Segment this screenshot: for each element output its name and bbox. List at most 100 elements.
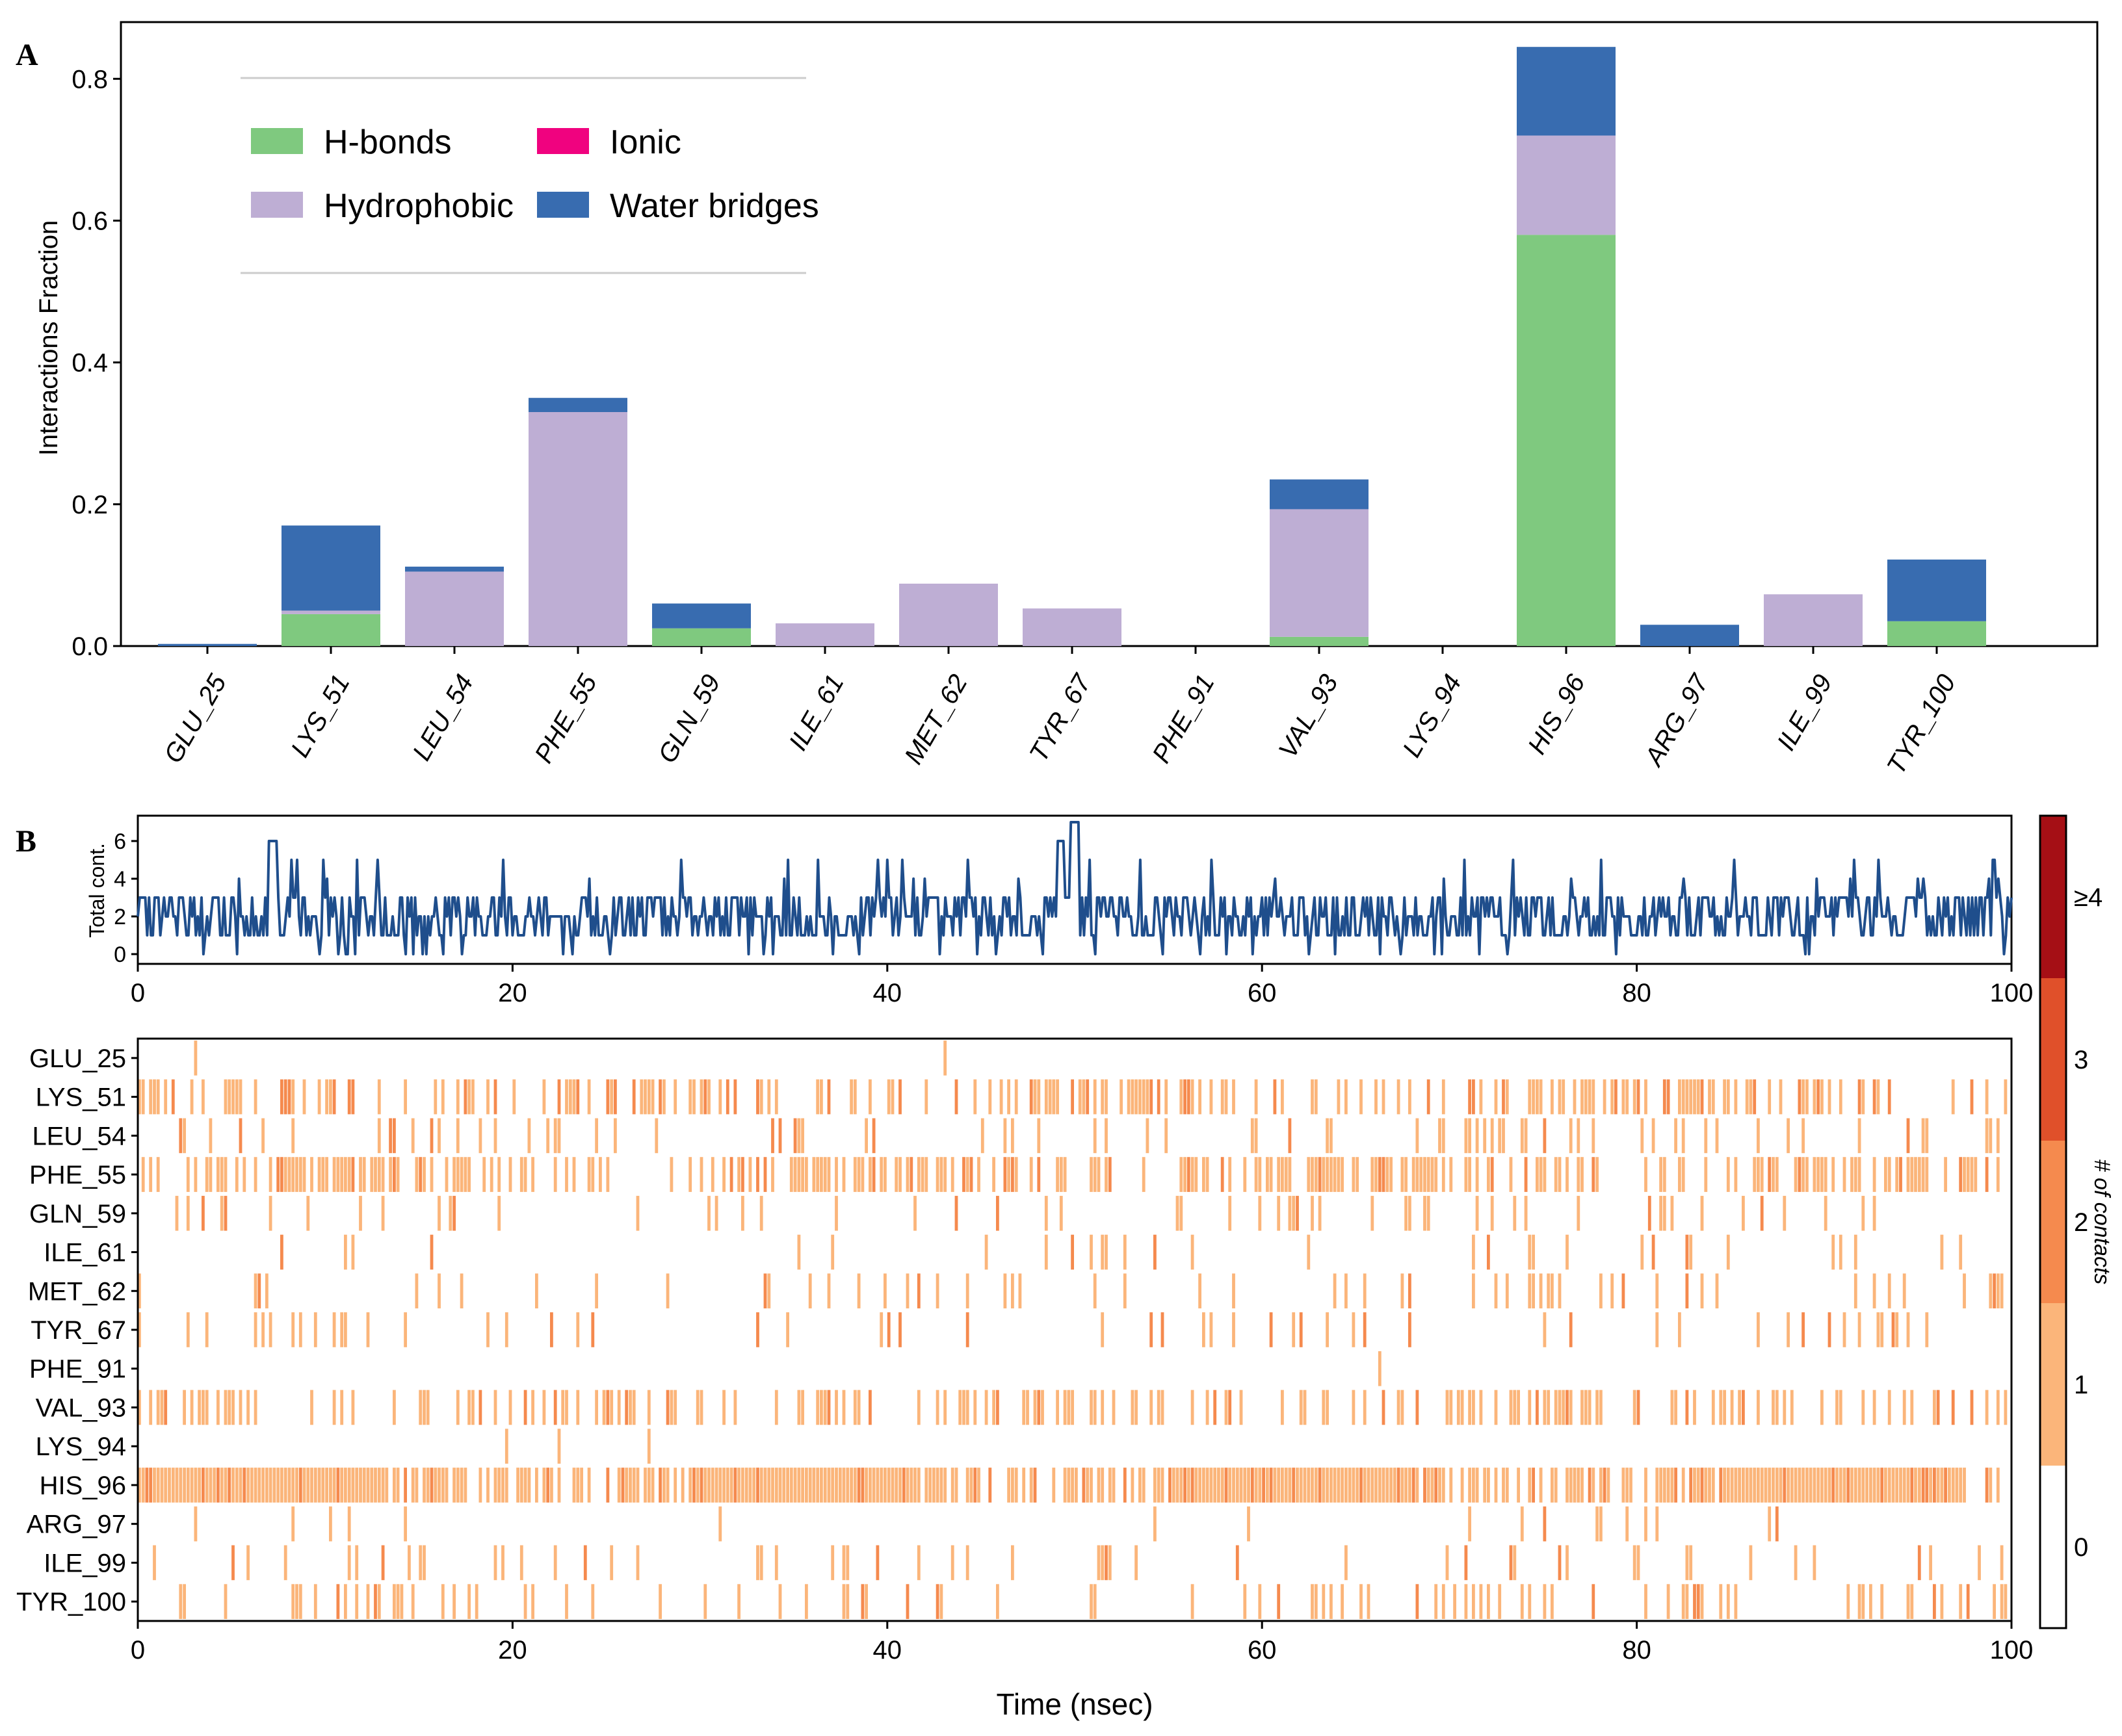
heatmap-contact-cell xyxy=(1101,1468,1105,1503)
heatmap-contact-cell xyxy=(1996,1390,2000,1425)
heatmap-contact-cell xyxy=(1483,1118,1487,1154)
heatmap-contact-cell xyxy=(1367,1468,1370,1503)
heatmap-contact-cell xyxy=(1494,1390,1498,1425)
heatmap-contact-cell xyxy=(898,1079,902,1115)
heatmap-contact-cell xyxy=(557,1429,561,1464)
heatmap-row-glu-25 xyxy=(194,1041,947,1076)
heatmap-contact-cell xyxy=(1993,1273,1996,1309)
heatmap-contact-cell xyxy=(224,1468,228,1503)
heatmap-contact-cell xyxy=(186,1312,190,1347)
heatmap-contact-cell xyxy=(546,1468,550,1503)
heatmap-contact-cell xyxy=(194,1157,198,1192)
heatmap-contact-cell xyxy=(1659,1157,1662,1192)
heatmap-contact-cell xyxy=(512,1079,516,1115)
heatmap-contact-cell xyxy=(239,1079,242,1115)
heatmap-contact-cell xyxy=(865,1118,868,1154)
heatmap-contact-cell xyxy=(1951,1390,1955,1425)
heatmap-contact-cell xyxy=(377,1468,381,1503)
heatmap-row-arg-97 xyxy=(194,1506,1779,1542)
heatmap-contact-cell xyxy=(190,1468,194,1503)
heatmap-contact-cell xyxy=(666,1468,670,1503)
heatmap-contact-cell xyxy=(771,1468,774,1503)
heatmap-row-tyr-67 xyxy=(138,1312,1929,1347)
heatmap-contact-cell xyxy=(1651,1118,1655,1154)
heatmap-contact-cell xyxy=(1411,1468,1415,1503)
heatmap-contact-cell xyxy=(1662,1195,1666,1231)
bar-hydrophobic-leu-54 xyxy=(405,571,504,646)
heatmap-contact-cell xyxy=(1243,1468,1247,1503)
heatmap-contact-cell xyxy=(298,1468,302,1503)
heatmap-contact-cell xyxy=(1573,1079,1577,1115)
heatmap-contact-cell xyxy=(1411,1157,1415,1192)
heatmap-contact-cell xyxy=(1400,1157,1404,1192)
heatmap-contact-cell xyxy=(329,1468,332,1503)
bar-hydrophobic-met-62 xyxy=(899,584,998,646)
heatmap-contact-cell xyxy=(1963,1157,1966,1192)
x-label-ile-99: ILE_99 xyxy=(1772,670,1837,756)
heatmap-contact-cell xyxy=(1097,1545,1101,1581)
heatmap-contact-cell xyxy=(1318,1157,1322,1192)
heatmap-contact-cell xyxy=(1284,1468,1288,1503)
heatmap-contact-cell xyxy=(1902,1390,1906,1425)
heatmap-contact-cell xyxy=(313,1584,317,1619)
heatmap-contact-cell xyxy=(1007,1468,1010,1503)
heatmap-contact-cell xyxy=(1738,1390,1741,1425)
heatmap-contact-cell xyxy=(1726,1468,1730,1503)
heatmap-contact-cell xyxy=(321,1468,325,1503)
heatmap-contact-cell xyxy=(1666,1584,1670,1619)
heatmap-contact-cell xyxy=(1490,1195,1494,1231)
heatmap-contact-cell xyxy=(366,1312,370,1347)
heatmap-contact-cell xyxy=(1835,1390,1839,1425)
heatmap-contact-cell xyxy=(377,1157,381,1192)
x-label-phe-55: PHE_55 xyxy=(529,669,603,768)
heatmap-contact-cell xyxy=(1558,1545,1562,1581)
heatmap-contact-cell xyxy=(1636,1390,1640,1425)
heatmap-contact-cell xyxy=(456,1468,460,1503)
heatmap-contact-cell xyxy=(434,1079,438,1115)
heatmap-contact-cell xyxy=(1205,1390,1209,1425)
heatmap-row-lys-94 xyxy=(504,1429,651,1464)
heatmap-contact-cell xyxy=(482,1157,486,1192)
heatmap-contact-cell xyxy=(467,1390,471,1425)
heatmap-contact-cell xyxy=(1790,1468,1794,1503)
heatmap-contact-cell xyxy=(1636,1545,1640,1581)
heatmap-contact-cell xyxy=(884,1157,887,1192)
heatmap-contact-cell xyxy=(786,1312,789,1347)
heatmap-contact-cell xyxy=(336,1468,340,1503)
heatmap-contact-cell xyxy=(1742,1390,1745,1425)
heatmap-contact-cell xyxy=(1344,1273,1348,1309)
line-y-tick-label: 2 xyxy=(114,905,126,929)
heatmap-contact-cell xyxy=(1475,1195,1479,1231)
panel-a-y-tick-label: 0.6 xyxy=(72,207,108,235)
heatmap-contact-cell xyxy=(774,1079,778,1115)
heatmap-contact-cell xyxy=(1179,1195,1183,1231)
heatmap-contact-cell xyxy=(317,1079,321,1115)
heatmap-contact-cell xyxy=(156,1157,160,1192)
heatmap-contact-cell xyxy=(703,1584,707,1619)
heatmap-contact-cell xyxy=(1179,1157,1183,1192)
x-label-tyr-67: TYR_67 xyxy=(1024,669,1097,767)
heatmap-contact-cell xyxy=(501,1468,504,1503)
heatmap-contact-cell xyxy=(1232,1312,1235,1347)
heatmap-contact-cell xyxy=(224,1195,228,1231)
heatmap-contact-cell xyxy=(827,1273,831,1309)
heatmap-contact-cell xyxy=(1487,1584,1490,1619)
heatmap-contact-cell xyxy=(936,1157,939,1192)
heatmap-contact-cell xyxy=(576,1312,580,1347)
heatmap-contact-cell xyxy=(1708,1079,1711,1115)
heatmap-contact-cell xyxy=(1502,1118,1505,1154)
heatmap-contact-cell xyxy=(257,1468,261,1503)
heatmap-contact-cell xyxy=(254,1468,257,1503)
heatmap-contact-cell xyxy=(1880,1312,1884,1347)
heatmap-contact-cell xyxy=(1842,1312,1846,1347)
heatmap-contact-cell xyxy=(313,1312,317,1347)
heatmap-contact-cell xyxy=(674,1468,677,1503)
heatmap-contact-cell xyxy=(291,1157,295,1192)
heatmap-contact-cell xyxy=(820,1468,823,1503)
heatmap-contact-cell xyxy=(1910,1157,1914,1192)
heatmap-contact-cell xyxy=(531,1157,534,1192)
heatmap-contact-cell xyxy=(456,1079,460,1115)
heatmap-contact-cell xyxy=(1153,1234,1157,1270)
heatmap-contact-cell xyxy=(347,1506,351,1542)
colorbar-title: # of contacts xyxy=(2089,1159,2114,1285)
